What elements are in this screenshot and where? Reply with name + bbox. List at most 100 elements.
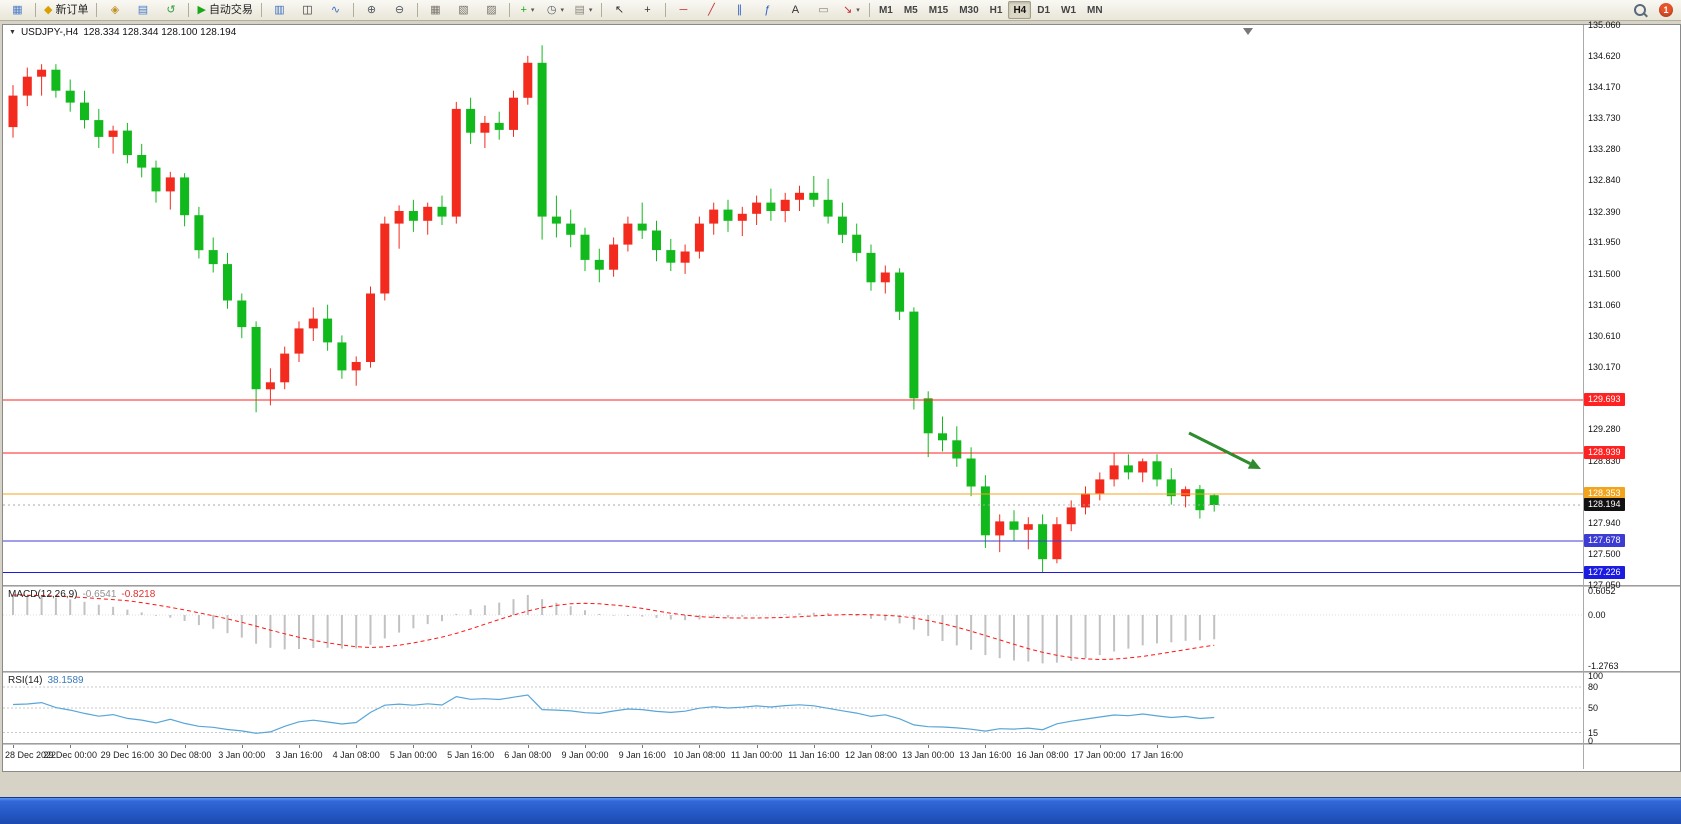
candle-body xyxy=(666,250,676,263)
fibonacci-tool-button[interactable]: ƒ xyxy=(754,1,781,20)
channel-tool-button[interactable]: ∥ xyxy=(726,1,753,20)
tile-windows-button[interactable]: ▦ xyxy=(422,1,449,20)
tf-button-h1[interactable]: H1 xyxy=(989,4,1003,16)
scale-label: 134.170 xyxy=(1588,82,1621,93)
pane-separator[interactable] xyxy=(3,671,1680,673)
bar-chart-icon: ▥ xyxy=(274,3,285,16)
time-axis-tick xyxy=(928,745,930,748)
auto-trading-button[interactable]: ▶ 自动交易 xyxy=(193,1,256,20)
pane-separator[interactable] xyxy=(3,585,1680,587)
arrange-windows-icon: ▨ xyxy=(486,3,497,16)
arrows-tool-button[interactable]: ↘ ▾ xyxy=(838,1,865,20)
arrange-windows-button[interactable]: ▨ xyxy=(478,1,505,20)
market-watch-button[interactable]: ▤ xyxy=(129,1,156,20)
symbol-menu-arrow-icon[interactable]: ▼ xyxy=(9,29,16,36)
toolbar-separator xyxy=(508,3,510,17)
time-axis-label: 13 Jan 00:00 xyxy=(902,750,955,760)
candle-body xyxy=(923,398,933,434)
templates-button[interactable]: ▤ ▾ xyxy=(570,1,597,20)
new-order-button-label: 新订单 xyxy=(55,3,89,16)
tf-button-m30[interactable]: M30 xyxy=(959,4,979,16)
candle-body xyxy=(1123,465,1133,473)
scale-label: 132.390 xyxy=(1588,206,1621,217)
candle-body xyxy=(1095,479,1105,494)
label-tool-button[interactable]: ▭ xyxy=(810,1,837,20)
tf-button-m1[interactable]: M1 xyxy=(878,4,893,16)
zoom-out-icon: ⊖ xyxy=(394,3,405,16)
candle-body xyxy=(1166,479,1176,497)
tf-button-m15[interactable]: M15 xyxy=(928,4,949,16)
cursor-button[interactable]: ↖ xyxy=(606,1,633,20)
rsi-indicator-label: RSI(14) 38.1589 xyxy=(8,675,84,686)
toolbar-separator xyxy=(416,3,418,17)
time-axis-tick xyxy=(642,745,644,748)
horizontal-line-tool-button[interactable]: ─ xyxy=(670,1,697,20)
time-axis-tick xyxy=(871,745,872,748)
candle-body xyxy=(494,122,504,130)
time-axis-tick xyxy=(299,745,300,748)
tf-button-w1[interactable]: W1 xyxy=(1061,4,1077,16)
time-axis-label: 5 Jan 00:00 xyxy=(389,750,437,760)
new-order-button[interactable]: ◆ 新订单 xyxy=(40,1,92,20)
time-axis-tick xyxy=(985,745,987,748)
price-chart-pane[interactable] xyxy=(3,25,1583,585)
navigator-button[interactable]: ↺ xyxy=(157,1,184,20)
time-axis-label: 28 Dec 2022 xyxy=(5,750,57,760)
crosshair-button[interactable]: + xyxy=(634,1,661,20)
time-axis-label: 10 Jan 08:00 xyxy=(673,750,726,760)
candlestick-chart-button[interactable]: ◫ xyxy=(294,1,321,20)
candle-body xyxy=(280,353,290,383)
toolbar: ▦ ◆ 新订单 ◈ ▤ ↺ ▶ 自动交易 ▥ ◫ ∿ ⊕ ⊖ ▦ ▧ ▨ + ▾ ◷ ▾ ▤ ▾ ↖ + ─ ╱ ∥ ƒ A ▭ ↘ ▾ M1 M… xyxy=(0,0,1681,21)
time-axis-tick xyxy=(356,745,358,748)
chart-window[interactable]: ▼ USDJPY-,H4 128.334 128.344 128.100 128… xyxy=(2,20,1681,772)
time-axis-label: 16 Jan 08:00 xyxy=(1016,750,1069,760)
text-tool-button[interactable]: A xyxy=(782,1,809,20)
trend-arrow[interactable] xyxy=(1188,431,1251,465)
zoom-in-icon: ⊕ xyxy=(366,3,377,16)
candle-body xyxy=(709,209,719,224)
trendline-tool-button[interactable]: ╱ xyxy=(698,1,725,20)
candle-body xyxy=(194,215,204,251)
label-tool-icon: ▭ xyxy=(818,3,829,16)
line-chart-button[interactable]: ∿ xyxy=(322,1,349,20)
new-chart-window-button[interactable]: ▦ xyxy=(4,1,31,20)
zoom-out-button[interactable]: ⊖ xyxy=(386,1,413,20)
time-axis[interactable]: 28 Dec 2022 29 Dec 00:00 29 Dec 16:00 30 De… xyxy=(3,745,1680,769)
tf-button-d1[interactable]: D1 xyxy=(1037,4,1051,16)
notifications-badge[interactable]: 1 xyxy=(1659,3,1673,17)
candle-body xyxy=(537,62,547,217)
metaeditor-icon: ◈ xyxy=(110,3,120,16)
bar-chart-button[interactable]: ▥ xyxy=(266,1,293,20)
candle-body xyxy=(37,69,47,77)
candle-body xyxy=(852,234,862,253)
periods-button[interactable]: ◷ ▾ xyxy=(542,1,569,20)
candle-body xyxy=(65,90,75,103)
candle-body xyxy=(1195,489,1205,511)
macd-pane[interactable] xyxy=(3,587,1583,671)
tf-button-h4[interactable]: H4 xyxy=(1008,1,1032,19)
time-axis-tick xyxy=(527,745,529,748)
cascade-windows-button[interactable]: ▧ xyxy=(450,1,477,20)
zoom-in-button[interactable]: ⊕ xyxy=(358,1,385,20)
periods-icon: ◷ xyxy=(546,3,557,16)
navigator-icon: ↺ xyxy=(166,3,176,16)
auto-trading-icon: ▶ xyxy=(197,3,206,16)
chart-shift-marker-icon[interactable] xyxy=(1243,28,1253,35)
rsi-pane[interactable] xyxy=(3,673,1583,743)
tf-button-m5[interactable]: M5 xyxy=(903,4,918,16)
search-button[interactable] xyxy=(1626,1,1653,20)
scale-label: 134.620 xyxy=(1588,50,1621,61)
candle-body xyxy=(180,177,190,216)
new-chart-button[interactable]: + ▾ xyxy=(514,1,541,20)
candle-body xyxy=(308,318,318,329)
scale-label: 132.840 xyxy=(1588,175,1621,186)
candle-body xyxy=(1181,489,1191,497)
scale-label: 15 xyxy=(1588,727,1599,738)
metaeditor-button[interactable]: ◈ xyxy=(101,1,128,20)
candle-body xyxy=(723,209,733,221)
scale-label: -1.2763 xyxy=(1588,661,1619,672)
tf-button-mn[interactable]: MN xyxy=(1087,4,1103,16)
scale-label: 0 xyxy=(1588,736,1594,746)
candle-body xyxy=(466,108,476,133)
